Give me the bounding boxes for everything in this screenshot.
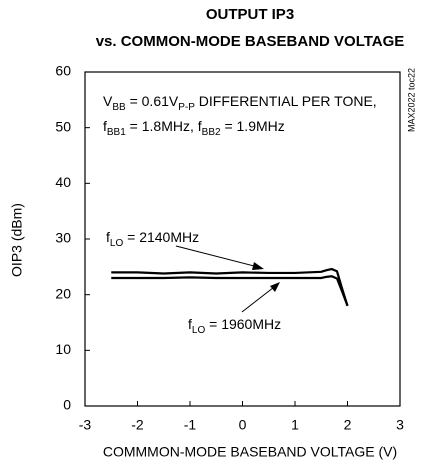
series-label-part: = 1960MHz bbox=[205, 316, 281, 332]
y-tick-label: 40 bbox=[55, 174, 71, 190]
annotation-part: = 1.8MHz, f bbox=[126, 118, 202, 134]
y-tick-label: 50 bbox=[55, 118, 71, 134]
annotation-part: DIFFERENTIAL PER TONE, bbox=[195, 93, 377, 109]
series-label: fLO = 2140MHz bbox=[106, 229, 199, 249]
y-tick-label: 60 bbox=[55, 63, 71, 79]
y-axis-label: OIP3 (dBm) bbox=[9, 203, 25, 277]
chart-title: OUTPUT IP3 bbox=[206, 6, 294, 23]
x-tick-label: 3 bbox=[396, 417, 404, 433]
callout-arrow bbox=[270, 282, 280, 292]
annotation-part: V bbox=[103, 93, 113, 109]
series-line bbox=[111, 275, 349, 307]
x-axis-label: COMMMON-MODE BASEBAND VOLTAGE (V) bbox=[103, 444, 397, 460]
series-label-part: LO bbox=[110, 238, 124, 249]
series-label-part: = 2140MHz bbox=[123, 229, 199, 245]
annotation: VBB = 0.61VP-P DIFFERENTIAL PER TONE, bbox=[103, 93, 377, 113]
series-label: fLO = 1960MHz bbox=[188, 316, 281, 336]
callout-line bbox=[241, 283, 279, 313]
annotation-part: = 0.61V bbox=[126, 93, 179, 109]
series-label-part: LO bbox=[192, 325, 206, 336]
x-tick-label: 0 bbox=[239, 417, 247, 433]
y-tick-label: 20 bbox=[55, 285, 71, 301]
y-tick-label: 0 bbox=[63, 397, 71, 413]
callout-arrow bbox=[252, 262, 264, 270]
x-tick-label: 2 bbox=[344, 417, 352, 433]
x-tick-label: 1 bbox=[291, 417, 299, 433]
series-label-part: f bbox=[106, 229, 110, 245]
side-note: MAX2022 toc22 bbox=[406, 68, 416, 132]
annotation-part: BB2 bbox=[202, 127, 221, 138]
callout-line bbox=[175, 245, 263, 269]
annotation-part: BB1 bbox=[107, 127, 126, 138]
series-label-part: f bbox=[188, 316, 192, 332]
annotation-part: = 1.9MHz bbox=[221, 118, 285, 134]
annotation: fBB1 = 1.8MHz, fBB2 = 1.9MHz bbox=[103, 118, 285, 138]
annotation-part: BB bbox=[112, 102, 126, 113]
x-tick-label: -2 bbox=[131, 417, 144, 433]
series-line bbox=[111, 267, 349, 307]
x-tick-label: -1 bbox=[184, 417, 197, 433]
y-tick-label: 30 bbox=[55, 230, 71, 246]
y-tick-label: 10 bbox=[55, 341, 71, 357]
annotation-part: P-P bbox=[178, 102, 195, 113]
x-tick-label: -3 bbox=[79, 417, 92, 433]
chart-title: vs. COMMON-MODE BASEBAND VOLTAGE bbox=[96, 33, 405, 50]
annotation-part: f bbox=[103, 118, 107, 134]
